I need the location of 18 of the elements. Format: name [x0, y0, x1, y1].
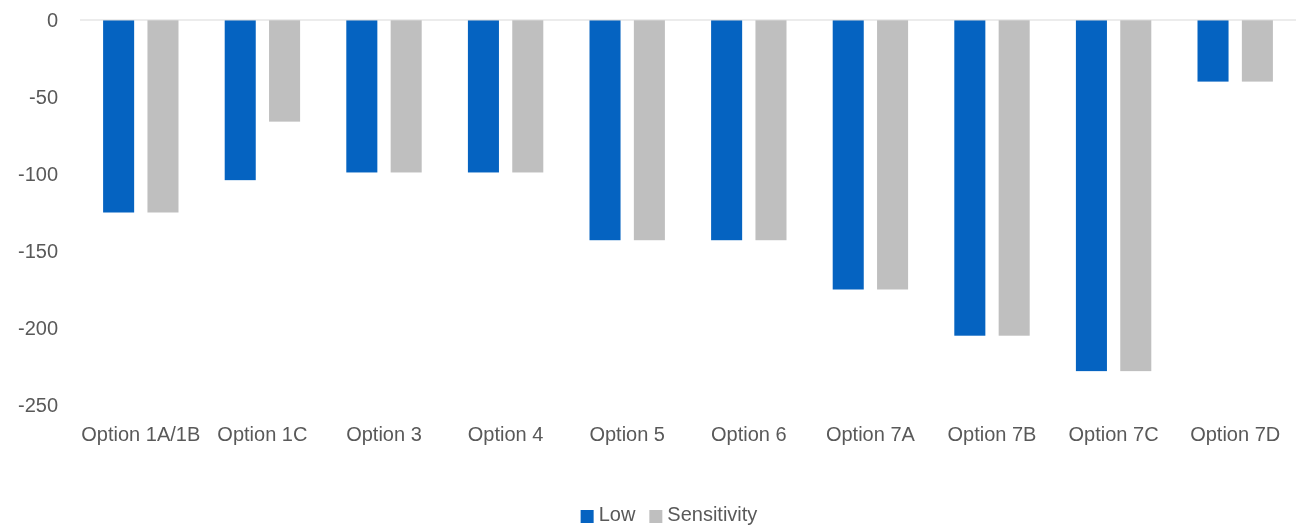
x-tick-label: Option 1A/1B — [81, 423, 201, 445]
y-tick-label: -200 — [17, 317, 58, 339]
y-tick-label: -100 — [17, 163, 58, 185]
x-tick-label: Option 5 — [589, 423, 665, 445]
y-tick-label: -250 — [17, 394, 58, 416]
legend-label: Sensitivity — [667, 503, 758, 525]
x-tick-label: Option 7D — [1190, 423, 1281, 445]
x-tick-label: Option 4 — [467, 423, 544, 445]
x-tick-label: Option 1C — [217, 423, 308, 445]
x-tick-label: Option 7C — [1068, 423, 1159, 445]
y-tick-label: -50 — [29, 86, 58, 108]
x-tick-label: Option 3 — [346, 423, 422, 445]
y-tick-label: 0 — [46, 9, 58, 31]
x-tick-label: Option 7B — [947, 423, 1037, 445]
x-tick-label: Option 6 — [711, 423, 787, 445]
x-tick-label: Option 7A — [825, 423, 916, 445]
legend-label: Low — [598, 503, 636, 525]
y-tick-label: -150 — [17, 240, 58, 262]
